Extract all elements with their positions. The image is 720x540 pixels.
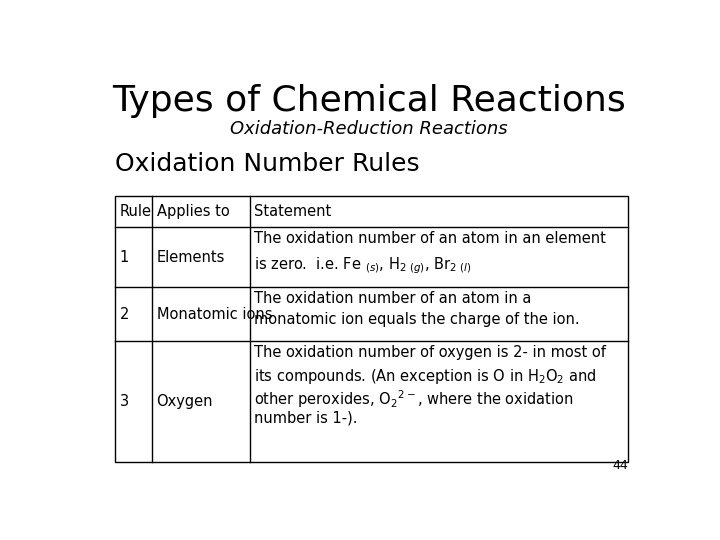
Text: 3: 3 [120, 394, 129, 409]
Text: 2: 2 [120, 307, 129, 322]
Text: The oxidation number of an atom in an element: The oxidation number of an atom in an el… [254, 231, 606, 246]
Text: Statement: Statement [254, 204, 331, 219]
Text: Oxidation-Reduction Reactions: Oxidation-Reduction Reactions [230, 120, 508, 138]
Bar [115, 196, 629, 462]
Text: Oxidation Number Rules: Oxidation Number Rules [115, 152, 420, 176]
Text: Types of Chemical Reactions: Types of Chemical Reactions [112, 84, 626, 118]
Text: 44: 44 [613, 460, 629, 472]
Text: Elements: Elements [156, 249, 225, 265]
Text: The oxidation number of oxygen is 2- in most of: The oxidation number of oxygen is 2- in … [254, 346, 606, 361]
Text: The oxidation number of an atom in a
monatomic ion equals the charge of the ion.: The oxidation number of an atom in a mon… [254, 292, 580, 327]
Text: Monatomic ions: Monatomic ions [156, 307, 272, 322]
Text: number is 1-).: number is 1-). [254, 410, 358, 426]
Text: is zero.  i.e. Fe $_{(s)}$, H$_{2\ (g)}$, Br$_{2\ (l)}$: is zero. i.e. Fe $_{(s)}$, H$_{2\ (g)}$,… [254, 255, 472, 276]
Text: Oxygen: Oxygen [156, 394, 213, 409]
Text: Applies to: Applies to [156, 204, 229, 219]
Text: its compounds. (An exception is O in H$_2$O$_2$ and: its compounds. (An exception is O in H$_… [254, 367, 597, 386]
Text: 1: 1 [120, 249, 129, 265]
Text: other peroxides, O$_2$$^{2-}$, where the oxidation: other peroxides, O$_2$$^{2-}$, where the… [254, 389, 574, 410]
Text: Rule: Rule [120, 204, 152, 219]
